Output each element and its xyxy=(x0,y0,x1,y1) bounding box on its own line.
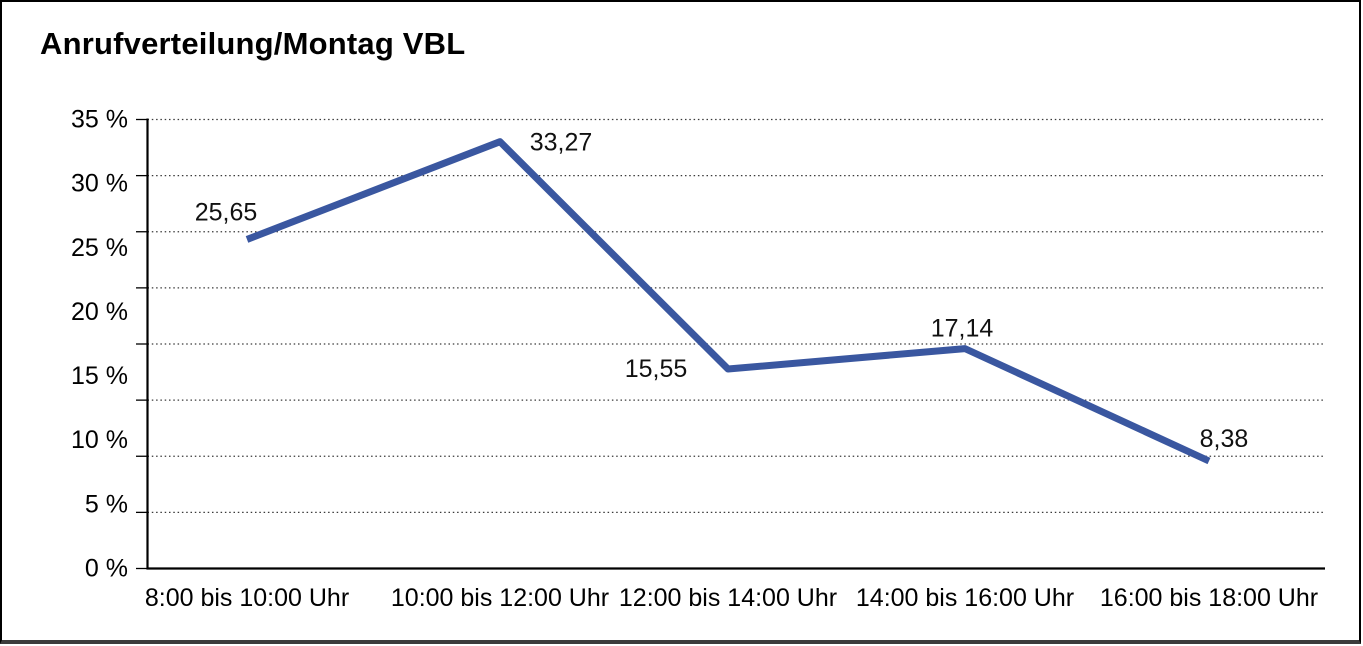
y-axis-tick-label: 30 % xyxy=(71,170,128,198)
data-series-line xyxy=(245,138,1211,465)
point-value-label: 8,38 xyxy=(1200,425,1249,453)
x-axis-tick-label: 12:00 bis 14:00 Uhr xyxy=(619,584,837,612)
y-axis-tick-label: 0 % xyxy=(85,555,128,583)
x-axis-tick-label: 10:00 bis 12:00 Uhr xyxy=(391,584,609,612)
y-axis-tick-label: 15 % xyxy=(71,362,128,390)
x-axis-tick-label: 14:00 bis 16:00 Uhr xyxy=(856,584,1074,612)
y-axis-tick-label: 5 % xyxy=(85,490,128,518)
point-value-label: 15,55 xyxy=(625,355,688,383)
y-axis-tick-label: 10 % xyxy=(71,426,128,454)
x-axis-tick-label: 8:00 bis 10:00 Uhr xyxy=(145,584,349,612)
chart-title: Anrufverteilung/Montag VBL xyxy=(40,26,466,61)
y-axis-tick-label: 20 % xyxy=(71,298,128,326)
x-axis-tick-label: 16:00 bis 18:00 Uhr xyxy=(1100,584,1318,612)
point-value-label: 25,65 xyxy=(195,198,258,226)
point-value-label: 17,14 xyxy=(931,315,994,343)
y-axis-tick-label: 35 % xyxy=(71,106,128,134)
point-value-label: 33,27 xyxy=(530,129,593,157)
y-axis-tick-label: 25 % xyxy=(71,234,128,262)
